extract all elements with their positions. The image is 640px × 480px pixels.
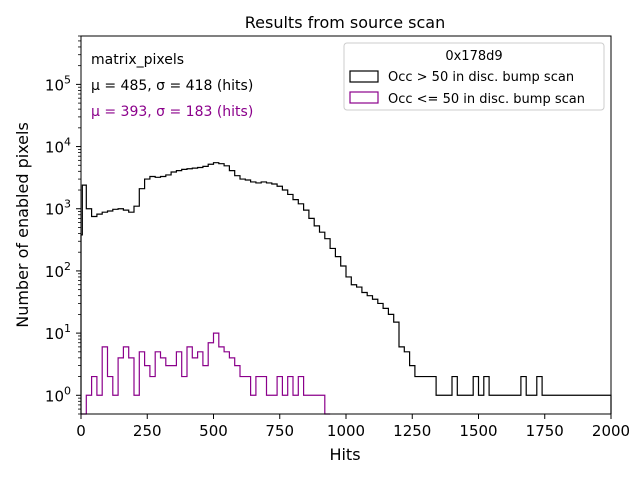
chart-title: Results from source scan: [245, 13, 445, 32]
x-tick-label: 250: [133, 422, 162, 440]
y-tick-label: 105: [45, 73, 71, 94]
x-tick-label: 1750: [526, 422, 564, 440]
legend-box: [343, 42, 605, 111]
legend-entry-black: Occ > 50 in disc. bump scan: [388, 70, 574, 85]
histogram-series-black: [80, 162, 612, 414]
legend-entry-purple: Occ <= 50 in disc. bump scan: [388, 92, 585, 107]
legend-swatch-purple: [349, 91, 379, 104]
x-axis-ticks: 0 250 500 750 1000 1250 1500 1750 2000: [76, 414, 630, 440]
annotation-stats-purple: μ = 393, σ = 183 (hits): [91, 104, 253, 120]
x-axis-label: Hits: [329, 445, 360, 464]
x-tick-label: 1250: [393, 422, 431, 440]
y-tick-label: 101: [45, 322, 71, 343]
y-axis-ticks: 100 101 102 103 104 105: [45, 35, 81, 415]
legend: 0x178d9 Occ > 50 in disc. bump scan Occ …: [343, 42, 605, 111]
histogram-series-group: [80, 162, 612, 415]
legend-swatch-black: [349, 70, 379, 83]
x-tick-label: 2000: [592, 422, 630, 440]
y-tick-label: 103: [45, 198, 71, 219]
annotation-stats-black: μ = 485, σ = 418 (hits): [91, 78, 253, 94]
legend-title: 0x178d9: [445, 49, 502, 64]
x-tick-label: 750: [265, 422, 294, 440]
y-tick-label: 102: [45, 260, 71, 281]
x-tick-label: 500: [199, 422, 228, 440]
y-tick-label: 100: [45, 384, 71, 405]
y-axis-label: Number of enabled pixels: [13, 122, 32, 328]
histogram-series-purple: [81, 332, 331, 415]
x-tick-label: 1000: [327, 422, 365, 440]
x-tick-label: 1500: [459, 422, 497, 440]
x-tick-label: 0: [76, 422, 86, 440]
y-tick-label: 104: [45, 136, 71, 157]
annotation-label: matrix_pixels: [91, 52, 184, 68]
